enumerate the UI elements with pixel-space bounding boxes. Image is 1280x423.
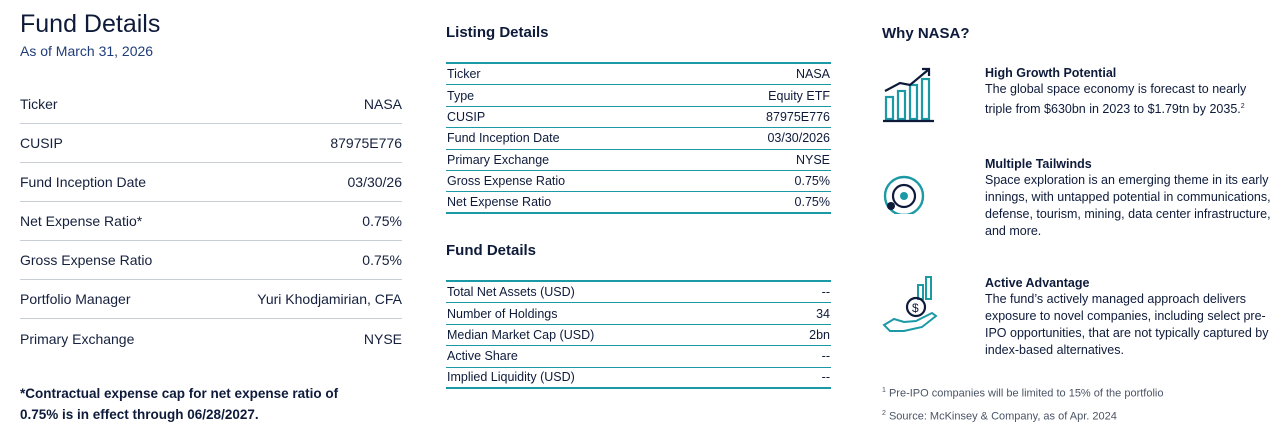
kv-row-ticker: Ticker NASA	[20, 85, 402, 124]
table-row: Active Share --	[446, 346, 831, 368]
kv-label: Gross Expense Ratio	[20, 252, 153, 268]
svg-text:$: $	[912, 301, 919, 315]
kv-row-primary-exchange: Primary Exchange NYSE	[20, 319, 402, 358]
kv-row-portfolio-manager: Portfolio Manager Yuri Khodjamirian, CFA	[20, 280, 402, 319]
row-label: Type	[447, 88, 475, 103]
kv-label: Primary Exchange	[20, 330, 135, 347]
note-2: 2 Source: McKinsey & Company, as of Apr.…	[882, 409, 1117, 423]
kv-value: 0.75%	[362, 252, 402, 268]
kv-label: Portfolio Manager	[20, 291, 131, 307]
table-row: Implied Liquidity (USD) --	[446, 368, 831, 389]
row-value: --	[821, 285, 830, 300]
listing-details-title: Listing Details	[446, 24, 549, 41]
kv-row-net-expense: Net Expense Ratio* 0.75%	[20, 202, 402, 241]
listing-details-table: Ticker NASA Type Equity ETF CUSIP 87975E…	[446, 62, 831, 214]
feature-body: The fund’s actively managed approach del…	[985, 292, 1269, 357]
row-value: --	[821, 370, 830, 385]
row-value: --	[821, 349, 830, 364]
row-value: NASA	[795, 67, 830, 82]
row-label: Implied Liquidity (USD)	[447, 370, 575, 385]
row-value: NYSE	[795, 152, 830, 167]
footnote-mark: 2	[1240, 103, 1245, 110]
feature-body: Space exploration is an emerging theme i…	[985, 173, 1271, 238]
row-value: 0.75%	[794, 174, 830, 189]
table-row: Type Equity ETF	[446, 85, 831, 107]
kv-value: 03/30/26	[347, 174, 403, 190]
feature-heading: Active Advantage	[985, 276, 1090, 290]
row-value: 34	[816, 306, 830, 321]
source-notes: 1 Pre-IPO companies will be limited to 1…	[882, 381, 1164, 423]
feature-text: Active Advantage The fund’s actively man…	[985, 275, 1272, 359]
row-label: Net Expense Ratio	[447, 195, 552, 210]
hand-coin-icon: $	[882, 276, 938, 332]
row-label: Total Net Assets (USD)	[447, 285, 575, 300]
fund-details-panel: Fund Details As of March 31, 2026 Ticker…	[20, 10, 402, 358]
kv-label: Net Expense Ratio*	[20, 213, 143, 229]
growth-chart-icon	[883, 67, 934, 123]
kv-row-inception: Fund Inception Date 03/30/26	[20, 163, 402, 202]
row-value: 0.75%	[794, 195, 830, 210]
feature-body: The global space economy is forecast to …	[985, 82, 1247, 117]
table-row: Primary Exchange NYSE	[446, 150, 831, 171]
row-label: Fund Inception Date	[447, 131, 560, 146]
why-panel: Why NASA? High Growth Potential The glob…	[882, 25, 1272, 422]
kv-value: 0.75%	[362, 213, 402, 229]
table-row: Median Market Cap (USD) 2bn	[446, 325, 831, 347]
fund-metrics-table: Total Net Assets (USD) -- Number of Hold…	[446, 280, 831, 389]
table-row: Fund Inception Date 03/30/2026	[446, 128, 831, 150]
kv-label: CUSIP	[20, 135, 63, 151]
feature-text: High Growth Potential The global space e…	[985, 65, 1272, 118]
table-row: CUSIP 87975E776	[446, 107, 831, 129]
expense-cap-footnote: *Contractual expense cap for net expense…	[20, 386, 339, 422]
fund-metrics-panel: Fund Details Total Net Assets (USD) -- N…	[446, 242, 831, 389]
row-value: Equity ETF	[768, 88, 830, 103]
row-value: 2bn	[809, 327, 830, 342]
table-row: Number of Holdings 34	[446, 303, 831, 325]
fund-metrics-title: Fund Details	[446, 242, 537, 259]
row-label: CUSIP	[447, 109, 486, 124]
row-value: 87975E776	[766, 109, 830, 124]
kv-value: NASA	[363, 96, 402, 112]
fund-details-list: Ticker NASA CUSIP 87975E776 Fund Incepti…	[20, 85, 402, 358]
row-label: Active Share	[447, 349, 518, 364]
listing-details-panel: Listing Details Ticker NASA Type Equity …	[446, 24, 831, 214]
row-label: Median Market Cap (USD)	[447, 327, 595, 342]
feature-text: Multiple Tailwinds Space exploration is …	[985, 156, 1272, 240]
orbit-planet-icon	[883, 175, 925, 214]
table-row: Net Expense Ratio 0.75%	[446, 192, 831, 214]
table-row: Ticker NASA	[446, 64, 831, 86]
row-value: 03/30/2026	[767, 131, 830, 146]
kv-row-gross-expense: Gross Expense Ratio 0.75%	[20, 241, 402, 280]
kv-value: 87975E776	[330, 135, 402, 151]
row-label: Ticker	[447, 67, 481, 82]
kv-label: Fund Inception Date	[20, 174, 147, 190]
feature-heading: Multiple Tailwinds	[985, 157, 1092, 171]
kv-value: NYSE	[363, 330, 402, 347]
kv-value: Yuri Khodjamirian, CFA	[257, 291, 402, 307]
as-of-date: As of March 31, 2026	[20, 43, 154, 59]
kv-label: Ticker	[20, 96, 58, 112]
feature-heading: High Growth Potential	[985, 66, 1117, 80]
fund-details-title: Fund Details	[20, 10, 161, 38]
row-label: Number of Holdings	[447, 306, 558, 321]
row-label: Gross Expense Ratio	[447, 174, 566, 189]
why-title: Why NASA?	[882, 25, 970, 42]
kv-row-cusip: CUSIP 87975E776	[20, 124, 402, 163]
note-1: 1 Pre-IPO companies will be limited to 1…	[882, 387, 1164, 400]
table-row: Total Net Assets (USD) --	[446, 282, 831, 304]
row-label: Primary Exchange	[447, 152, 550, 167]
table-row: Gross Expense Ratio 0.75%	[446, 171, 831, 193]
